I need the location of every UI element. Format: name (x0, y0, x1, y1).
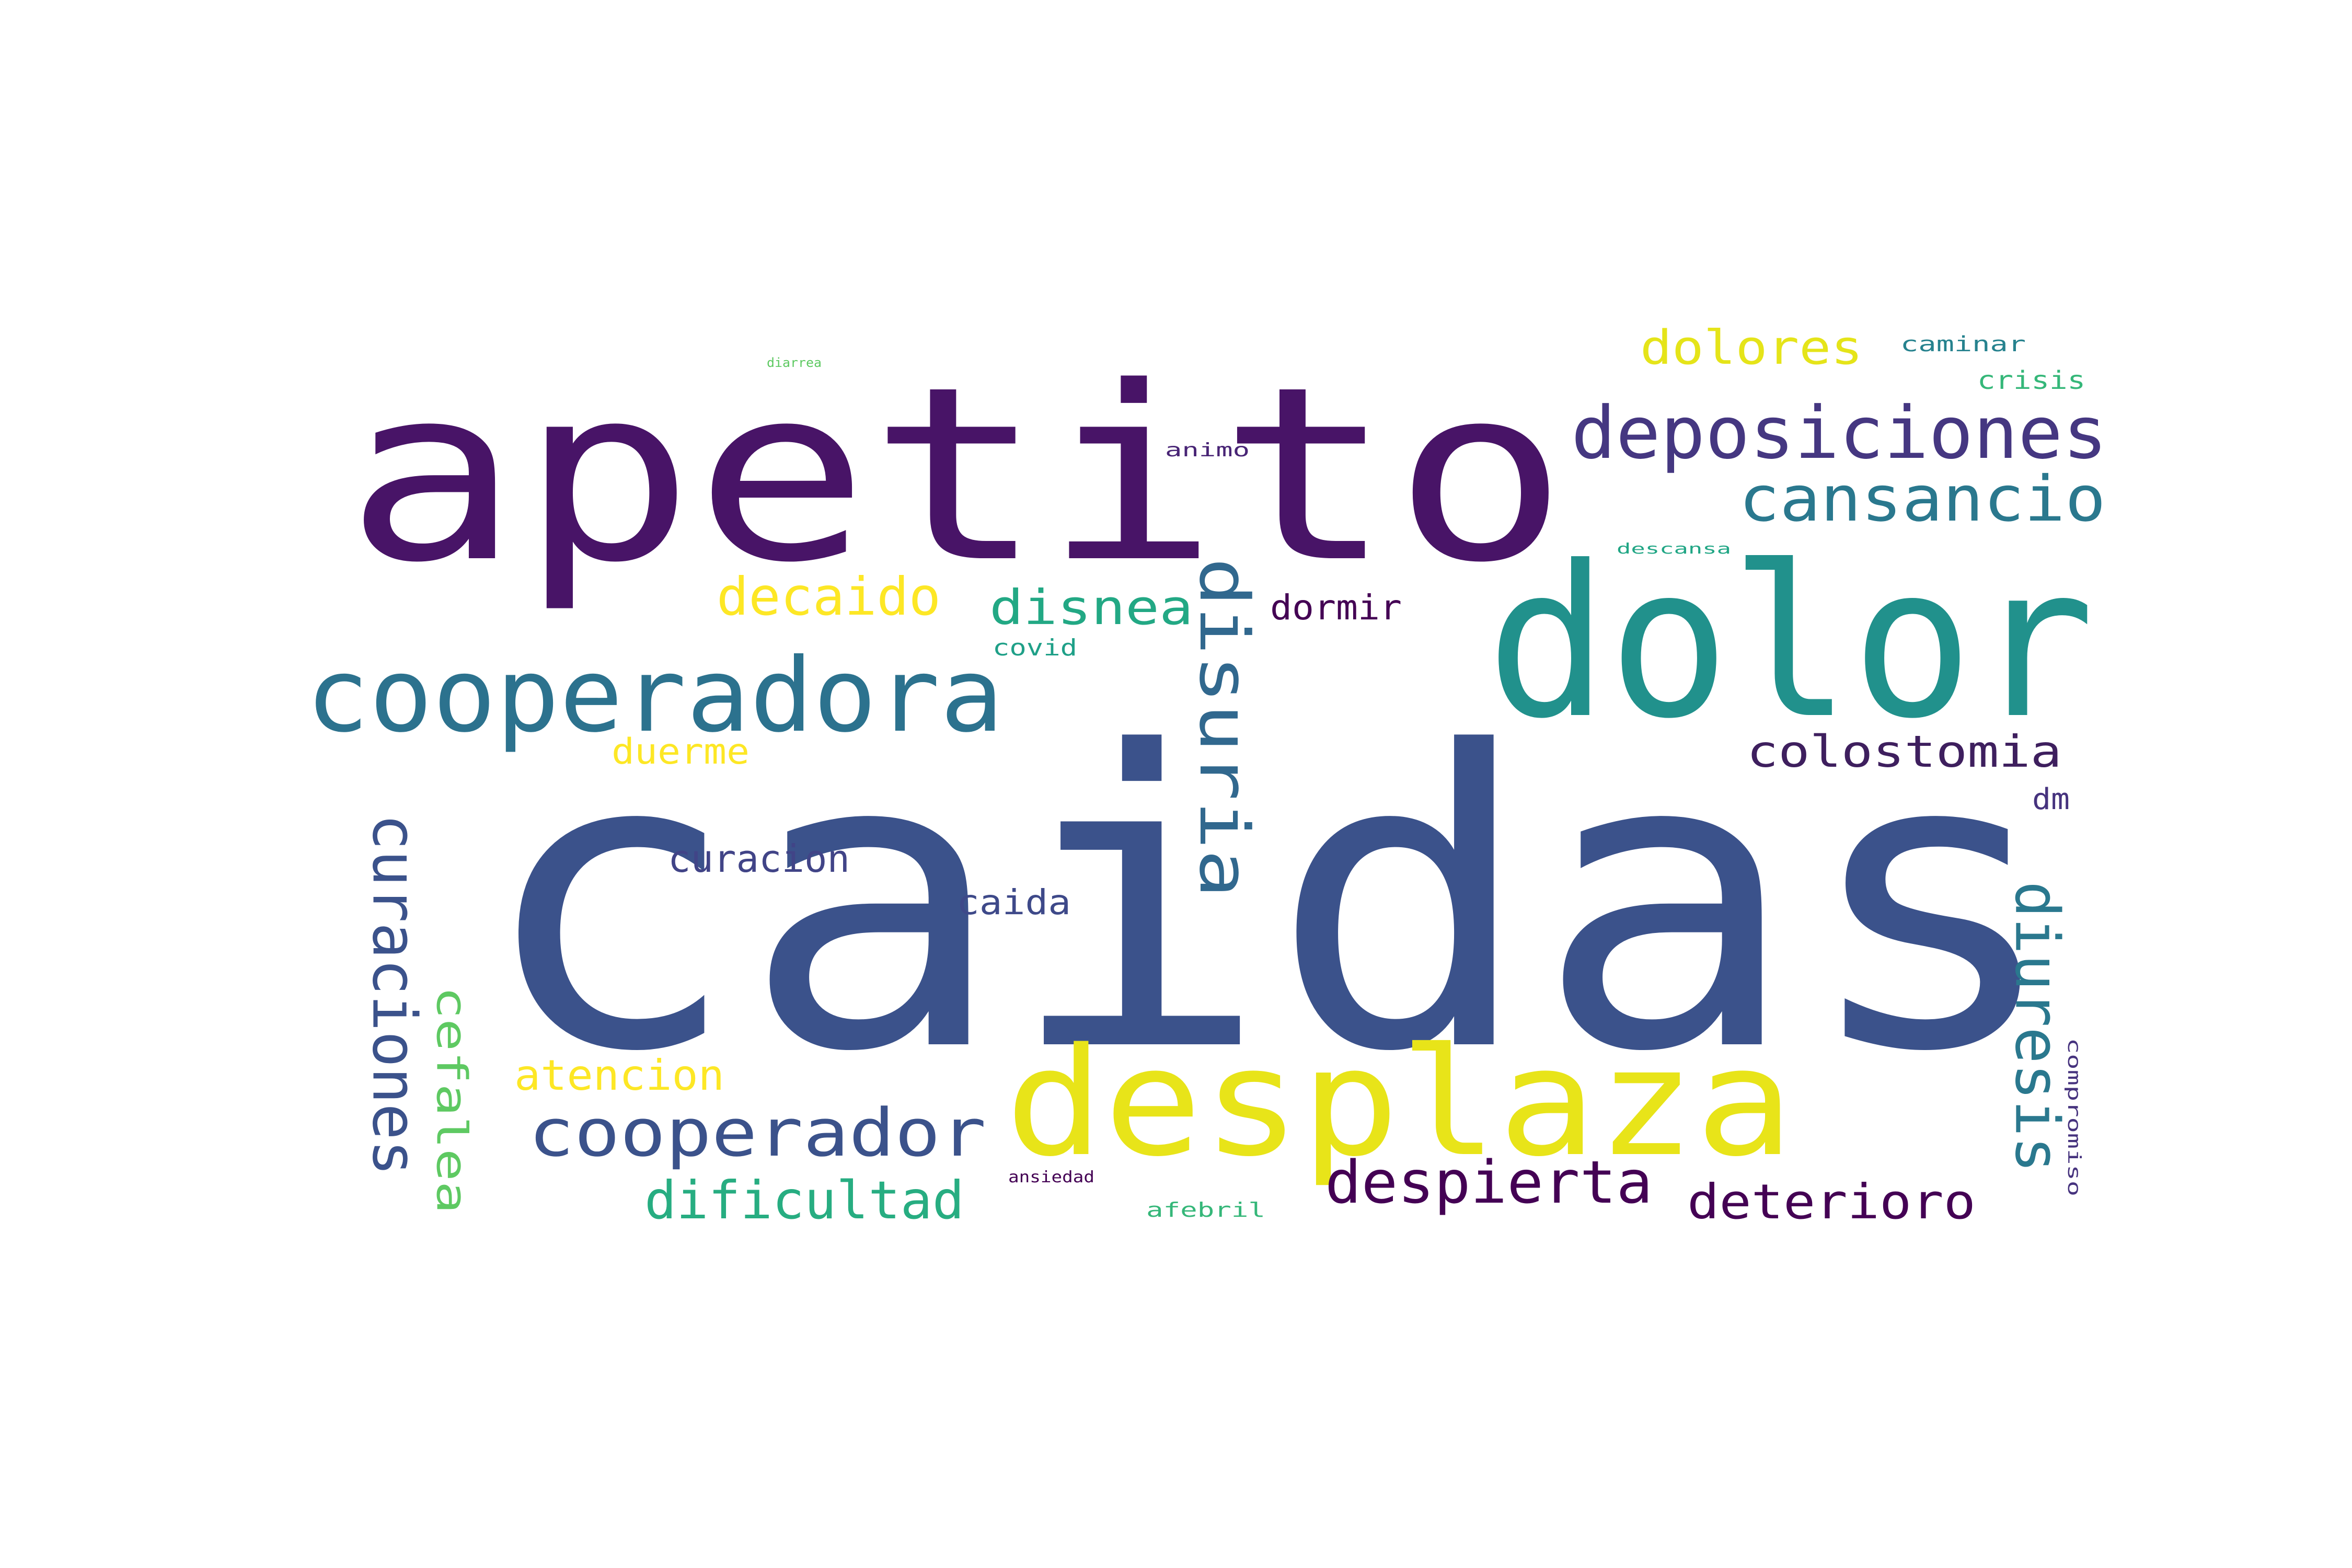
word-animo: animo (1165, 440, 1250, 461)
word-disnea: disnea (989, 580, 1193, 636)
word-ansiedad: ansiedad (1008, 1168, 1094, 1186)
word-caminar: caminar (1900, 332, 2026, 356)
word-dolores: dolores (1640, 320, 1863, 375)
word-colostomia: colostomia (1747, 726, 2062, 777)
word-compromiso: compromiso (2063, 1038, 2084, 1196)
word-cansancio: cansancio (1739, 463, 2106, 536)
word-dormir: dormir (1270, 587, 1402, 628)
word-crisis: crisis (1977, 366, 2085, 395)
word-cefalea: cefalea (428, 986, 476, 1214)
word-diuresis: diuresis (2002, 881, 2072, 1173)
word-apetito: apetito (345, 336, 1568, 615)
word-disuria: disuria (1184, 558, 1264, 898)
word-deposiciones: deposiciones (1571, 391, 2107, 475)
word-diarrea: diarrea (767, 355, 822, 370)
word-dolor: dolor (1486, 522, 2095, 765)
word-dm: dm (2032, 782, 2070, 816)
word-deterioro: deterioro (1687, 1174, 1976, 1230)
word-descansa: descansa (1617, 540, 1731, 557)
word-duerme: duerme (612, 731, 750, 773)
word-despierta: despierta (1325, 1149, 1653, 1217)
word-decaido: decaido (717, 566, 941, 627)
word-cooperador: cooperador (528, 1094, 986, 1171)
word-covid: covid (993, 635, 1077, 661)
word-atencion: atencion (514, 1051, 724, 1100)
word-caida: caida (956, 882, 1071, 923)
word-dificultad: dificultad (644, 1170, 964, 1231)
word-desplaza: desplaza (1005, 1016, 1794, 1190)
word-caidas: caidas (477, 666, 2063, 1140)
word-afebril: afebril (1146, 1198, 1265, 1221)
word-cooperadora: cooperadora (306, 636, 1004, 755)
word-curacion: curacion (668, 837, 850, 881)
word-curaciones: curaciones (359, 814, 430, 1176)
